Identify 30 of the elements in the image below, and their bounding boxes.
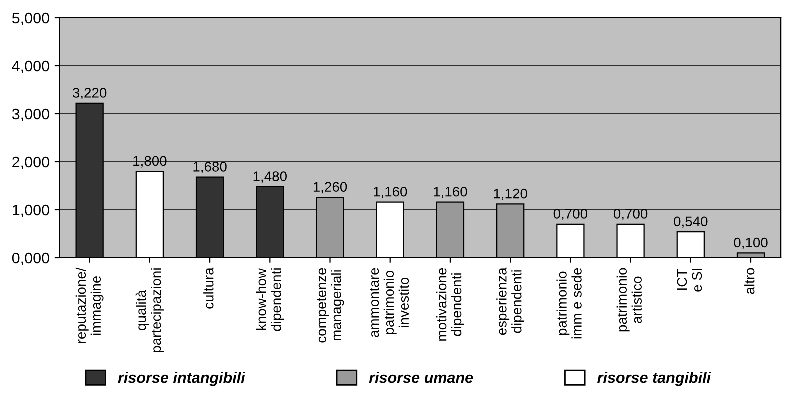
y-tick-label: 1,000	[12, 204, 50, 218]
x-tick-label: qualità partecipazioni	[136, 268, 164, 353]
data-label: 1,160	[434, 186, 468, 198]
legend-label: risorse intangibili	[118, 372, 246, 386]
x-tick-label: ammontare patrimonio investito	[370, 268, 410, 338]
data-label: 0,700	[554, 209, 588, 221]
x-tick-label: altro	[744, 268, 755, 294]
data-label: 0,100	[734, 238, 768, 250]
y-tick-label: 5,000	[12, 12, 50, 26]
x-tick-label: patrimonio imm e sede	[556, 268, 582, 339]
data-label: 0,700	[614, 209, 648, 221]
x-tick-label: ICT e SI	[677, 269, 702, 292]
y-tick-label: 2,000	[12, 156, 50, 170]
x-tick-label: reputazione/ immagine	[76, 268, 104, 344]
data-label: 3,220	[72, 88, 107, 100]
x-tick-label: patrimonio artistico	[616, 268, 642, 332]
x-tick-label: competenze manageriali	[317, 268, 344, 343]
data-label: 1,120	[494, 188, 528, 200]
y-tick-label: 0,000	[12, 252, 50, 266]
data-label: 1,160	[374, 186, 408, 198]
data-label: 1,260	[314, 182, 348, 194]
data-label: 1,480	[254, 172, 287, 184]
x-tick-label: cultura	[204, 268, 214, 309]
data-label: 0,540	[674, 216, 708, 228]
data-label: 1,680	[194, 162, 227, 174]
y-tick-label: 3,000	[12, 108, 50, 122]
legend-label: risorse tangibili	[598, 372, 712, 386]
legend-label: risorse umane	[369, 372, 474, 384]
x-tick-label: know-how dipendenti	[256, 268, 284, 332]
y-tick-label: 4,000	[12, 60, 50, 74]
